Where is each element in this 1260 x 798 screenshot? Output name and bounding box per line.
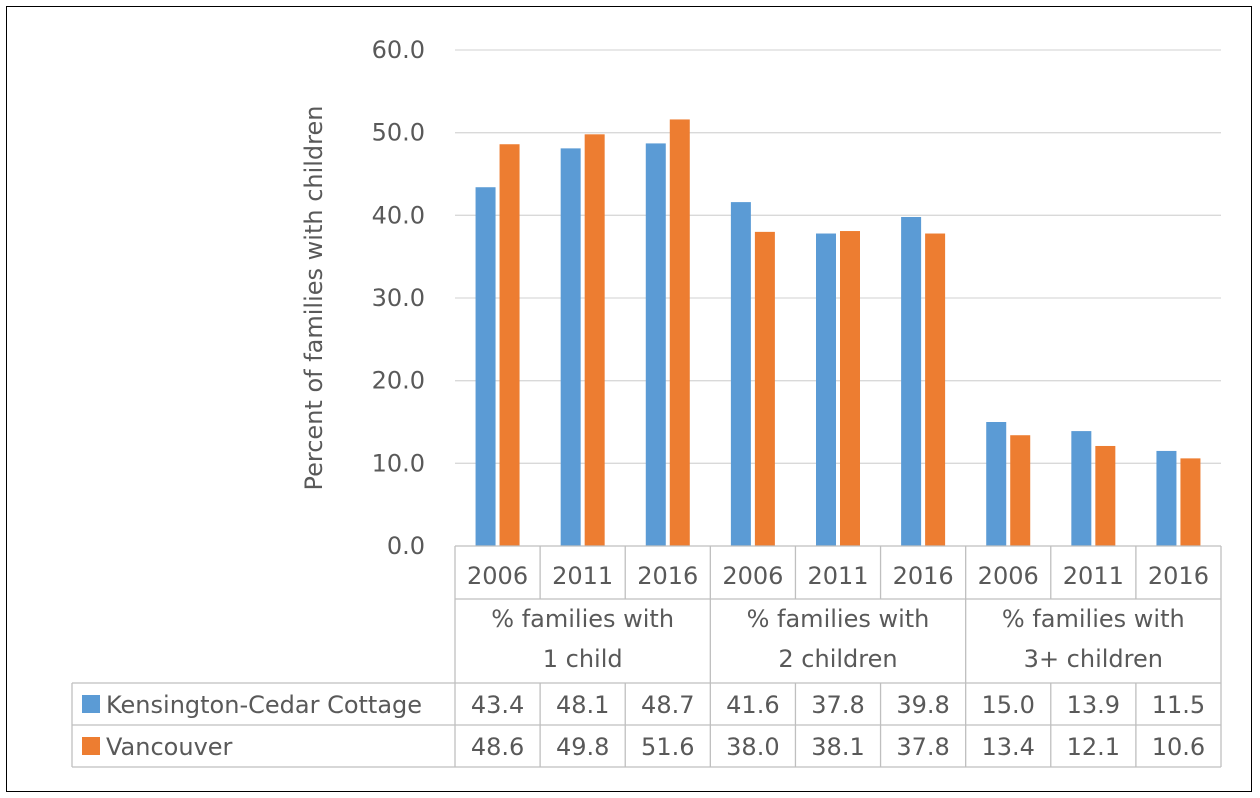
chart-frame xyxy=(6,6,1252,792)
category-label: % families with xyxy=(747,605,930,633)
bar xyxy=(754,231,775,546)
bar xyxy=(1095,445,1116,546)
bar xyxy=(1010,435,1031,546)
category-label: 2 children xyxy=(778,645,897,673)
data-label: 37.8 xyxy=(896,733,949,761)
category-label: % families with xyxy=(491,605,674,633)
bar xyxy=(645,143,666,546)
y-tick-label: 60.0 xyxy=(372,36,425,64)
data-label: 13.4 xyxy=(982,733,1035,761)
legend-label: Kensington-Cedar Cottage xyxy=(106,691,422,719)
data-label: 49.8 xyxy=(556,733,609,761)
y-tick-label: 20.0 xyxy=(372,367,425,395)
bar xyxy=(1156,450,1177,546)
legend-key xyxy=(82,695,100,713)
data-label: 11.5 xyxy=(1152,691,1205,719)
y-tick-label: 40.0 xyxy=(372,201,425,229)
data-label: 48.6 xyxy=(471,733,524,761)
y-axis-label: Percent of families with children xyxy=(300,106,328,491)
x-tick-label: 2006 xyxy=(978,562,1039,590)
bar xyxy=(986,422,1007,546)
data-label: 41.6 xyxy=(726,691,779,719)
data-label: 48.1 xyxy=(556,691,609,719)
bar xyxy=(925,233,946,546)
data-label: 38.0 xyxy=(726,733,779,761)
bar xyxy=(560,148,581,546)
data-label: 12.1 xyxy=(1067,733,1120,761)
y-tick-label: 10.0 xyxy=(372,449,425,477)
data-label: 39.8 xyxy=(896,691,949,719)
data-label: 51.6 xyxy=(641,733,694,761)
data-label: 37.8 xyxy=(811,691,864,719)
bar xyxy=(730,202,751,546)
category-label: % families with xyxy=(1002,605,1185,633)
data-label: 43.4 xyxy=(471,691,524,719)
x-tick-label: 2011 xyxy=(1063,562,1124,590)
data-label: 15.0 xyxy=(982,691,1035,719)
bar xyxy=(901,216,922,546)
x-tick-label: 2011 xyxy=(552,562,613,590)
legend-key xyxy=(82,737,100,755)
data-label: 10.6 xyxy=(1152,733,1205,761)
y-tick-label: 0.0 xyxy=(387,532,425,560)
y-tick-label: 50.0 xyxy=(372,119,425,147)
data-label: 13.9 xyxy=(1067,691,1120,719)
x-tick-label: 2006 xyxy=(722,562,783,590)
bar xyxy=(475,187,496,546)
data-label: 48.7 xyxy=(641,691,694,719)
y-tick-label: 30.0 xyxy=(372,284,425,312)
bar xyxy=(840,231,860,547)
x-tick-label: 2006 xyxy=(467,562,528,590)
data-label: 38.1 xyxy=(811,733,864,761)
bar xyxy=(669,119,690,546)
x-tick-label: 2016 xyxy=(637,562,698,590)
x-tick-label: 2016 xyxy=(893,562,954,590)
bar xyxy=(499,144,520,547)
category-label: 3+ children xyxy=(1024,645,1163,673)
x-tick-label: 2011 xyxy=(807,562,868,590)
bar xyxy=(1180,458,1201,546)
category-label: 1 child xyxy=(543,645,623,673)
x-tick-label: 2016 xyxy=(1148,562,1209,590)
bar xyxy=(584,134,605,546)
bar xyxy=(816,233,836,546)
legend-label: Vancouver xyxy=(106,733,233,761)
bar xyxy=(1071,431,1092,546)
